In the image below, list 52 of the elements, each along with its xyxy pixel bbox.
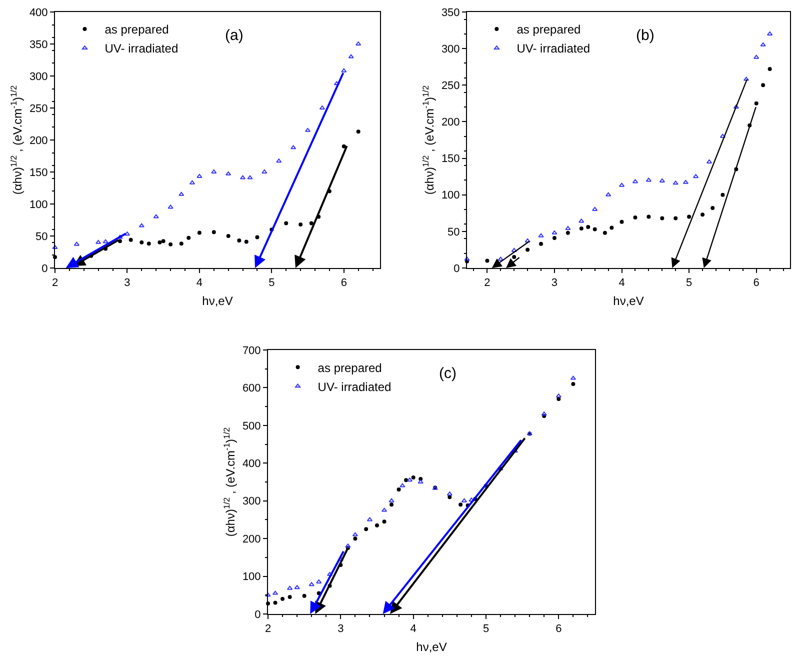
x-tick-label: 4 (196, 277, 203, 290)
y-tick-label: 0 (254, 608, 261, 621)
y-tick-label: 150 (29, 166, 48, 179)
y-tick-label: 250 (29, 102, 48, 115)
y-tick-label: 400 (242, 458, 261, 470)
y-tick-label: 600 (242, 382, 261, 395)
text: (b) (636, 27, 654, 44)
y-tick-label: 700 (242, 344, 261, 357)
legend-label: UV- irradiated (516, 42, 590, 56)
y-tick-label: 350 (441, 6, 460, 19)
x-tick-label: 6 (556, 623, 562, 636)
legend-label: as prepared (318, 360, 382, 375)
legend-label: UV- irradiated (318, 380, 392, 394)
x-tick-label: 3 (551, 277, 558, 290)
text: (c) (439, 365, 456, 382)
x-tick-label: 6 (340, 277, 347, 290)
y-tick-label: 50 (448, 226, 460, 238)
x-axis-title: hν,eV (202, 294, 233, 308)
x-tick-label: 3 (124, 277, 130, 290)
y-tick-label: 200 (29, 134, 48, 147)
x-tick-label: 4 (410, 623, 416, 636)
x-tick-label: 4 (618, 277, 625, 290)
x-axis-title: hν,eV (416, 640, 447, 654)
y-tick-label: 0 (454, 262, 460, 275)
y-tick-label: 200 (441, 116, 460, 129)
x-tick-label: 5 (686, 277, 692, 290)
y-tick-label: 200 (242, 533, 261, 546)
y-tick-label: 350 (29, 38, 48, 51)
x-tick-label: 3 (338, 623, 344, 636)
y-tick-label: 300 (242, 496, 261, 508)
y-tick-label: 300 (441, 43, 460, 56)
x-tick-label: 2 (484, 277, 490, 290)
x-tick-label: 5 (268, 277, 275, 290)
x-tick-label: 6 (753, 277, 760, 290)
text: (a) (225, 27, 244, 44)
y-tick-label: 500 (242, 420, 261, 432)
x-tick-label: 2 (264, 623, 272, 636)
y-tick-label: 300 (29, 70, 48, 83)
y-tick-label: 150 (441, 153, 460, 166)
y-tick-label: 100 (242, 571, 261, 584)
y-tick-label: 400 (29, 6, 48, 19)
x-tick-label: 2 (52, 277, 58, 290)
y-tick-label: 100 (29, 198, 48, 211)
y-tick-label: 100 (441, 190, 460, 202)
legend-label: UV- irradiated (104, 42, 178, 56)
y-tick-label: 0 (42, 262, 48, 275)
y-tick-label: 50 (36, 230, 48, 243)
y-tick-label: 250 (441, 80, 460, 92)
x-tick-label: 5 (482, 623, 490, 636)
legend-label: as prepared (104, 22, 169, 37)
legend-label: as prepared (516, 22, 581, 37)
x-axis-title: hν,eV (613, 294, 644, 308)
